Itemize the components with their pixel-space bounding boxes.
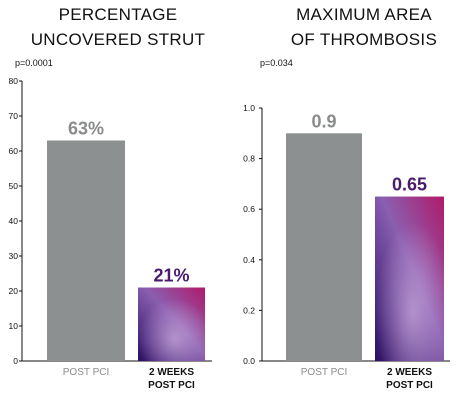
y-tick-label: 50 bbox=[9, 181, 19, 191]
chart-panel-1: PERCENTAGE UNCOVERED STRUT p=0.0001 0 10 20 30… bbox=[9, 5, 212, 391]
chart-title-line: MAXIMUM AREA bbox=[296, 5, 432, 24]
y-tick-label: 0.2 bbox=[243, 305, 255, 315]
category-label: 2 WEEKS bbox=[387, 367, 432, 378]
category-label: POST PCI bbox=[63, 367, 110, 378]
p-value-label: p=0.034 bbox=[260, 58, 293, 68]
bar-post-pci bbox=[47, 140, 125, 361]
y-tick-label: 0 bbox=[13, 356, 18, 366]
category-label: POST PCI bbox=[386, 380, 433, 391]
y-tick-label: 20 bbox=[9, 286, 19, 296]
y-tick-label: 40 bbox=[9, 216, 19, 226]
bar-2-weeks-post-pci-glow bbox=[375, 196, 444, 361]
data-label: 0.9 bbox=[311, 111, 336, 131]
y-tick-label: 30 bbox=[9, 251, 19, 261]
chart-title-line: OF THROMBOSIS bbox=[291, 30, 437, 49]
chart-panel-2: MAXIMUM AREA OF THROMBOSIS p=0.034 0.0 0.2 0.… bbox=[243, 5, 450, 391]
bar-post-pci bbox=[286, 133, 362, 361]
y-tick-label: 1.0 bbox=[243, 103, 255, 113]
p-value-label: p=0.0001 bbox=[15, 58, 53, 68]
bar-2-weeks-post-pci-glow bbox=[138, 287, 205, 361]
y-tick-label: 0.6 bbox=[243, 204, 255, 214]
data-label: 21% bbox=[153, 266, 189, 286]
category-label: POST PCI bbox=[148, 380, 195, 391]
chart-title-line: PERCENTAGE bbox=[59, 5, 178, 24]
y-tick-label: 0.0 bbox=[243, 356, 255, 366]
data-label: 0.65 bbox=[392, 175, 427, 195]
y-tick-label: 70 bbox=[9, 111, 19, 121]
y-tick-label: 80 bbox=[9, 76, 19, 86]
y-tick-label: 0.8 bbox=[243, 154, 255, 164]
chart-title-line: UNCOVERED STRUT bbox=[31, 30, 206, 49]
category-label: 2 WEEKS bbox=[149, 367, 194, 378]
data-label: 63% bbox=[68, 119, 104, 139]
y-tick-label: 60 bbox=[9, 146, 19, 156]
category-label: POST PCI bbox=[301, 367, 348, 378]
y-tick-label: 0.4 bbox=[243, 255, 255, 265]
y-tick-label: 10 bbox=[9, 321, 19, 331]
